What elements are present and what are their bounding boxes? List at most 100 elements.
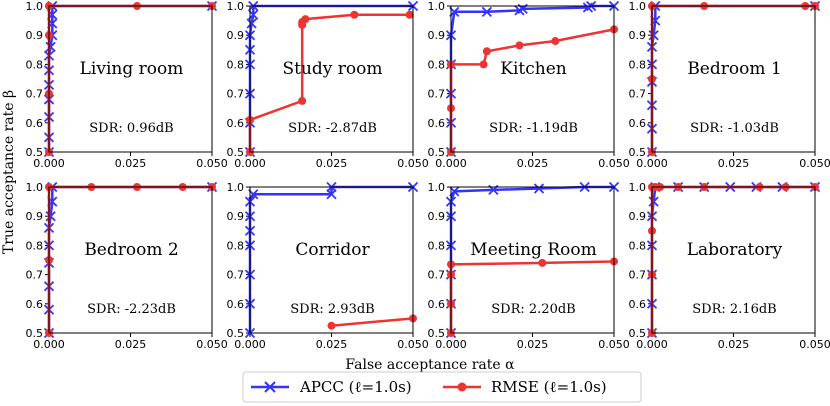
- y-tick-label: 0.9: [428, 29, 446, 42]
- x-tick-label: 0.000: [33, 338, 65, 351]
- legend-rmse-label: RMSE (ℓ=1.0s): [491, 378, 607, 396]
- y-tick-label: 0.8: [428, 58, 446, 71]
- y-tick-label: 0.9: [428, 210, 446, 223]
- x-tick-label: 0.025: [517, 338, 549, 351]
- panel-title: Bedroom 1: [687, 59, 781, 79]
- y-tick-label: 1.0: [26, 0, 44, 13]
- x-tick-label: 0.050: [598, 157, 630, 170]
- y-tick-label: 0.7: [26, 88, 44, 101]
- x-tick-label: 0.000: [234, 338, 266, 351]
- panel-title: Meeting Room: [470, 240, 596, 260]
- y-tick-label: 0.5: [227, 327, 245, 340]
- sdr-annotation: SDR: -2.87dB: [288, 121, 377, 136]
- x-tick-label: 0.025: [316, 338, 348, 351]
- y-tick-label: 1.0: [428, 181, 446, 194]
- panel-title: Living room: [80, 59, 184, 79]
- axes-frame: [450, 5, 615, 153]
- panel-title: Bedroom 2: [84, 240, 178, 260]
- data-point: [482, 47, 491, 56]
- sdr-annotation: SDR: -1.19dB: [489, 121, 578, 136]
- axes-frame: [450, 186, 615, 334]
- y-tick-label: 0.9: [26, 29, 44, 42]
- y-tick-label: 0.6: [227, 298, 245, 311]
- data-point: [405, 10, 414, 19]
- y-tick-label: 0.5: [428, 146, 446, 159]
- y-tick-label: 1.0: [227, 181, 245, 194]
- x-tick-label: 0.050: [799, 338, 830, 351]
- data-point: [648, 196, 659, 207]
- legend-apcc-label: APCC (ℓ=1.0s): [299, 378, 412, 396]
- y-tick-label: 0.8: [629, 58, 647, 71]
- y-tick-label: 1.0: [629, 181, 647, 194]
- panel-bedroom-2: 0.5 0.6 0.7 0.8 0.9 1.0 0.000 0.025 0.050 Bedroom…: [26, 181, 228, 351]
- x-tick-label: 0.050: [196, 338, 228, 351]
- y-tick-label: 0.5: [227, 146, 245, 159]
- panel-study-room: 0.5 0.6 0.7 0.8 0.9 1.0 0.000 0.025 0.050 Study r…: [227, 0, 429, 170]
- y-tick-label: 0.8: [227, 239, 245, 252]
- y-tick-label: 0.5: [629, 327, 647, 340]
- x-tick-label: 0.050: [799, 157, 830, 170]
- y-tick-label: 0.7: [629, 269, 647, 282]
- panel-title: Corridor: [295, 240, 370, 260]
- y-tick-label: 0.6: [629, 117, 647, 130]
- axes-frame: [48, 5, 213, 153]
- panel-laboratory: 0.5 0.6 0.7 0.8 0.9 1.0 0.000 0.025 0.050 Laborat…: [629, 181, 830, 351]
- data-point: [551, 37, 560, 46]
- sdr-annotation: SDR: -2.23dB: [87, 302, 176, 317]
- y-tick-label: 0.7: [227, 269, 245, 282]
- y-tick-label: 0.5: [629, 146, 647, 159]
- x-tick-label: 0.000: [435, 338, 467, 351]
- data-point: [350, 10, 359, 19]
- plot-area: [451, 187, 614, 333]
- x-tick-label: 0.000: [33, 157, 65, 170]
- x-tick-label: 0.050: [397, 157, 429, 170]
- panel-title: Kitchen: [500, 59, 566, 79]
- y-tick-label: 0.6: [26, 117, 44, 130]
- sdr-annotation: SDR: -1.03dB: [690, 121, 779, 136]
- y-tick-label: 0.7: [26, 269, 44, 282]
- plot-area: [49, 6, 212, 152]
- x-tick-label: 0.025: [517, 157, 549, 170]
- panel-kitchen: 0.5 0.6 0.7 0.8 0.9 1.0 0.000 0.025 0.050 Kitchen…: [428, 0, 630, 170]
- legend-rmse-marker: [457, 382, 467, 392]
- sdr-annotation: SDR: 2.16dB: [692, 302, 776, 317]
- y-tick-label: 0.8: [428, 239, 446, 252]
- y-tick-label: 0.9: [629, 210, 647, 223]
- series-line: [331, 317, 414, 327]
- x-tick-label: 0.025: [718, 157, 750, 170]
- panel-title: Study room: [282, 59, 382, 79]
- panel-meeting-room: 0.5 0.6 0.7 0.8 0.9 1.0 0.000 0.025 0.050 Meeting…: [428, 181, 630, 351]
- y-tick-label: 0.9: [227, 29, 245, 42]
- panel-corridor: 0.5 0.6 0.7 0.8 0.9 1.0 0.000 0.025 0.050 Corrido…: [227, 181, 429, 351]
- panel-living-room: 0.5 0.6 0.7 0.8 0.9 1.0 0.000 0.025 0.050 Living …: [26, 0, 228, 170]
- legend-apcc-marker: [264, 381, 276, 393]
- panel-title: Laboratory: [687, 240, 783, 260]
- x-tick-label: 0.050: [598, 338, 630, 351]
- y-tick-label: 0.9: [629, 29, 647, 42]
- axes-frame: [249, 186, 414, 334]
- y-tick-label: 1.0: [227, 0, 245, 13]
- axes-frame: [651, 5, 816, 153]
- y-tick-label: 0.9: [227, 210, 245, 223]
- axes-frame: [651, 186, 816, 334]
- plot-area: [652, 6, 815, 152]
- y-tick-label: 0.7: [227, 88, 245, 101]
- y-tick-label: 0.8: [26, 58, 44, 71]
- sdr-annotation: SDR: 2.20dB: [491, 302, 575, 317]
- y-tick-label: 0.7: [428, 269, 446, 282]
- plot-area: [451, 6, 614, 152]
- y-tick-label: 0.7: [629, 88, 647, 101]
- panel-bedroom-1: 0.5 0.6 0.7 0.8 0.9 1.0 0.000 0.025 0.050 Bedroom…: [629, 0, 830, 170]
- y-tick-label: 0.9: [26, 210, 44, 223]
- x-tick-label: 0.050: [196, 157, 228, 170]
- sdr-annotation: SDR: 2.93dB: [290, 302, 374, 317]
- x-axis-title: False acceptance rate α: [345, 357, 515, 373]
- data-point: [45, 211, 56, 222]
- data-point: [515, 41, 524, 50]
- x-tick-label: 0.025: [316, 157, 348, 170]
- data-point: [327, 321, 336, 330]
- data-point: [326, 189, 337, 200]
- plot-area: [250, 187, 413, 333]
- x-tick-label: 0.025: [115, 338, 147, 351]
